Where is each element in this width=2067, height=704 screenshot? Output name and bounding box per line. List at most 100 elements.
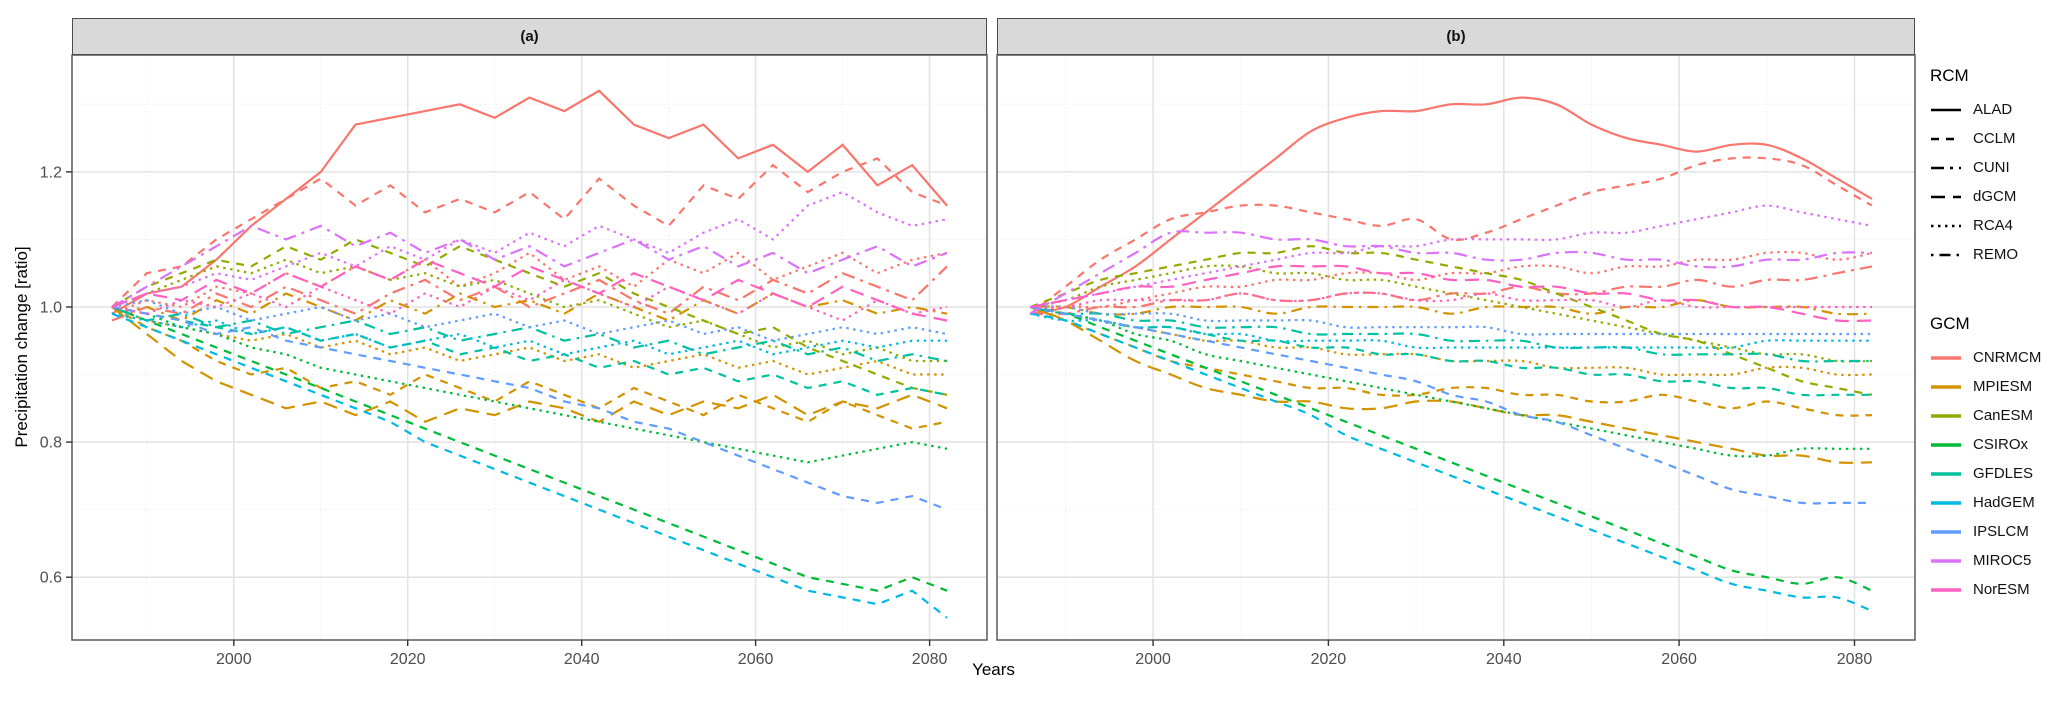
x-tick-label-a-2040: 2040 [564,651,600,668]
series-b-MIROC5-CUNI [1029,230,1873,315]
series-b-MIROC5-RCA4 [1030,204,1873,309]
legend-key-line [1931,529,1961,534]
y-tick-label-0.8: 0.8 [40,435,62,452]
series-b-MPIESM-dGCM [1029,305,1873,464]
panel-b: 2000 2020 2040 2060 2080 [996,54,1916,668]
legend-item-gcm-MPIESM: MPIESM [1930,372,2067,401]
x-tick-label-a-2060: 2060 [738,651,774,668]
x-tick-label-b-2080: 2080 [1837,651,1873,668]
panel-b-strip-label: (b) [1446,28,1466,45]
series-b-IPSLCM-RCA4 [1030,305,1872,336]
series-b-CNRMCM-ALAD [1030,96,1873,315]
legend-label-RCA4: RCA4 [1973,217,2014,234]
x-tick-label-b-2000: 2000 [1135,651,1171,668]
series-a-IPSLCM-CCLM [111,305,948,511]
series-b-HadGEM-RCA4 [1030,312,1872,350]
legend-item-rcm-RCA4: RCA4 [1930,211,2067,240]
y-tick-label-1.2: 1.2 [40,164,62,181]
legend-label-MPIESM: MPIESM [1973,378,2033,395]
legend-item-rcm-dGCM: dGCM [1930,182,2067,211]
series-b-MPIESM-RCA4 [1030,305,1873,377]
legend-item-gcm-CNRMCM: CNRMCM [1930,343,2067,372]
series-a-CNRMCM-RCA4 [111,251,948,315]
legend-label-NorESM: NorESM [1973,581,2030,598]
series-b-MPIESM-CCLM [1029,305,1873,417]
series-b-CNRMCM-CCLM [1029,156,1873,315]
legend-label-CNRMCM: CNRMCM [1973,349,2042,366]
panel-a-strip: (a) [72,18,987,55]
legend-item-rcm-REMO: REMO [1930,240,2067,269]
y-tick-label-1: 1.0 [40,300,62,317]
legend-item-gcm-MIROC5: MIROC5 [1930,546,2067,575]
series-a-MIROC5-CUNI [111,224,948,308]
series-a-HadGEM-RCA4 [111,312,947,356]
y-axis-title: Precipitation change [ratio] [12,246,31,448]
legend-key-line [1931,166,1961,169]
legend-key-line [1931,384,1961,389]
legend-label-CCLM: CCLM [1973,130,2016,147]
legend-key-line [1931,587,1961,592]
series-a-GFDLES-CCLM [111,305,948,396]
x-tick-label-b-2020: 2020 [1311,651,1347,668]
series-a-CSIROx-RCA4 [111,305,948,464]
legend-rcm-title: RCM [1930,66,1969,85]
legend-rcm-items: ALAD CCLM CUNI dGCM RCA4 REMO [1930,95,2067,269]
series-b-IPSLCM-CCLM [1030,305,1872,505]
x-tick-label-a-2000: 2000 [216,651,252,668]
legend-label-GFDLES: GFDLES [1973,465,2034,482]
series-a-CNRMCM-CCLM [111,157,948,308]
legend-key-line [1931,195,1961,198]
panel-b-border [996,54,1916,641]
y-tick-label-0.6: 0.6 [40,570,62,587]
legend-key-line [1931,253,1961,256]
panel-a-background [72,55,987,640]
legend-label-CSIROx: CSIROx [1973,436,2029,453]
legend-gcm: GCM CNRMCM MPIESM CanESM CSIROx GFDLES HadGEM… [1930,314,2067,604]
legend-item-gcm-CanESM: CanESM [1930,401,2067,430]
legend-key-line [1931,224,1961,227]
series-a-CanESM-RCA4 [111,258,947,363]
legend-item-gcm-HadGEM: HadGEM [1930,488,2067,517]
x-tick-label-b-2040: 2040 [1486,651,1522,668]
panel-b-series [1029,96,1873,613]
x-axis-title: Years [972,660,1015,679]
legend-label-dGCM: dGCM [1973,188,2017,205]
legend-item-rcm-CUNI: CUNI [1930,153,2067,182]
series-a-HadGEM-CCLM [111,312,948,619]
panel-a-gridlines [72,55,987,640]
series-a-MPIESM-dGCM [111,306,948,424]
legend-label-CanESM: CanESM [1973,407,2034,424]
legend-key-line [1931,442,1961,447]
legend-key-line [1931,471,1961,476]
panel-a-series [111,89,948,619]
panel-a-strip-label: (a) [520,28,539,45]
legend-item-rcm-ALAD: ALAD [1930,95,2067,124]
series-a-MPIESM-CCLM [111,306,948,430]
panel-b-strip: (b) [997,18,1915,55]
legend-item-gcm-GFDLES: GFDLES [1930,459,2067,488]
series-b-CanESM-RCA4 [1030,264,1873,363]
legend-label-CUNI: CUNI [1973,159,2010,176]
series-a-MIROC5-RCA4 [111,190,948,309]
legend-key-line [1931,108,1961,111]
legend-key-line [1931,137,1961,140]
legend-label-MIROC5: MIROC5 [1973,552,2032,569]
legend-item-gcm-IPSLCM: IPSLCM [1930,517,2067,546]
legend-item-gcm-NorESM: NorESM [1930,575,2067,604]
legend-label-ALAD: ALAD [1973,101,2013,118]
series-a-IPSLCM-RCA4 [111,299,948,342]
legend-rcm: RCM ALAD CCLM CUNI dGCM RCA4 REMO [1930,66,2067,269]
legend-label-IPSLCM: IPSLCM [1973,523,2029,540]
series-a-CanESM-CCLM [111,238,948,396]
legend-label-REMO: REMO [1973,246,2018,263]
series-b-GFDLES-REMO [1030,305,1872,363]
legend-gcm-items: CNRMCM MPIESM CanESM CSIROx GFDLES HadGEM IPSL… [1930,343,2067,604]
legend-key-line [1931,413,1961,418]
series-a-CNRMCM-CUNI [111,265,948,322]
panel-a-border [71,54,988,641]
legend-label-HadGEM: HadGEM [1973,494,2035,511]
legend-key-line [1931,500,1961,505]
x-tick-label-a-2080: 2080 [912,651,948,668]
legend-gcm-title: GCM [1930,314,1970,333]
